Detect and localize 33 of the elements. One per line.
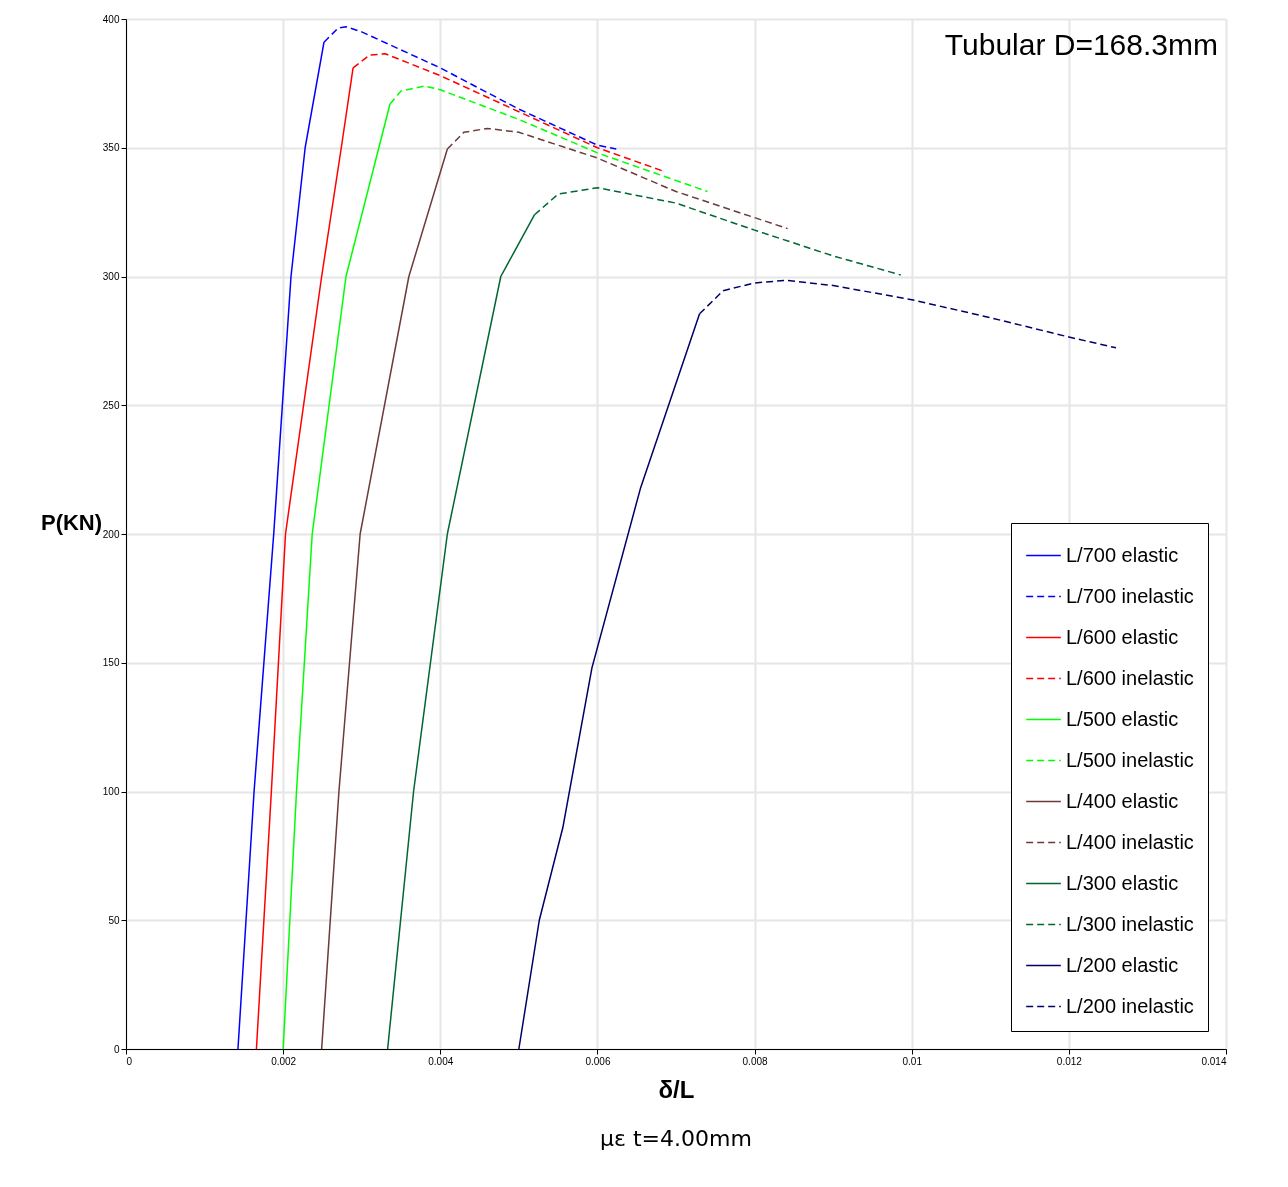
text: με t=4.00mm [600, 1126, 752, 1151]
legend-label: L/400 inelastic [1066, 830, 1194, 853]
legend-label: L/600 elastic [1066, 625, 1179, 648]
legend-label: L/500 inelastic [1066, 748, 1194, 771]
y-tick-label: 250 [102, 399, 120, 411]
legend-label: L/200 inelastic [1066, 994, 1194, 1017]
legend-label: L/300 inelastic [1066, 912, 1194, 935]
x-tick-label: 0.006 [585, 1055, 611, 1067]
y-tick-label: 300 [102, 271, 120, 282]
y-tick-label: 100 [102, 786, 120, 797]
y-tick-label: 350 [102, 142, 120, 154]
legend-label: L/200 elastic [1066, 953, 1179, 976]
legend-label: L/500 elastic [1066, 707, 1179, 730]
y-tick-label: 200 [102, 528, 120, 540]
y-tick-label: 50 [108, 914, 120, 926]
y-tick-label: 400 [102, 13, 120, 25]
x-axis-title: δ/L [658, 1075, 695, 1103]
x-tick-label: 0.014 [1201, 1055, 1227, 1067]
x-tick-label: 0.01 [902, 1055, 923, 1067]
legend-label: L/600 inelastic [1066, 666, 1194, 689]
legend-label: L/700 inelastic [1066, 584, 1194, 607]
chart-title: Tubular D=168.3mm [944, 28, 1218, 61]
x-tick-label: 0.004 [428, 1055, 454, 1067]
x-tick-label: 0 [126, 1055, 133, 1067]
legend-label: L/300 elastic [1066, 871, 1179, 894]
y-tick-label: 150 [102, 657, 120, 669]
x-tick-label: 0.012 [1056, 1055, 1083, 1067]
x-tick-label: 0.002 [271, 1055, 297, 1067]
y-axis-title: P(KN) [40, 509, 103, 535]
y-tick-label: 0 [113, 1043, 120, 1055]
legend-label: L/700 elastic [1066, 543, 1179, 566]
x-tick-label: 0.008 [742, 1055, 769, 1067]
legend-label: L/400 elastic [1066, 789, 1179, 812]
